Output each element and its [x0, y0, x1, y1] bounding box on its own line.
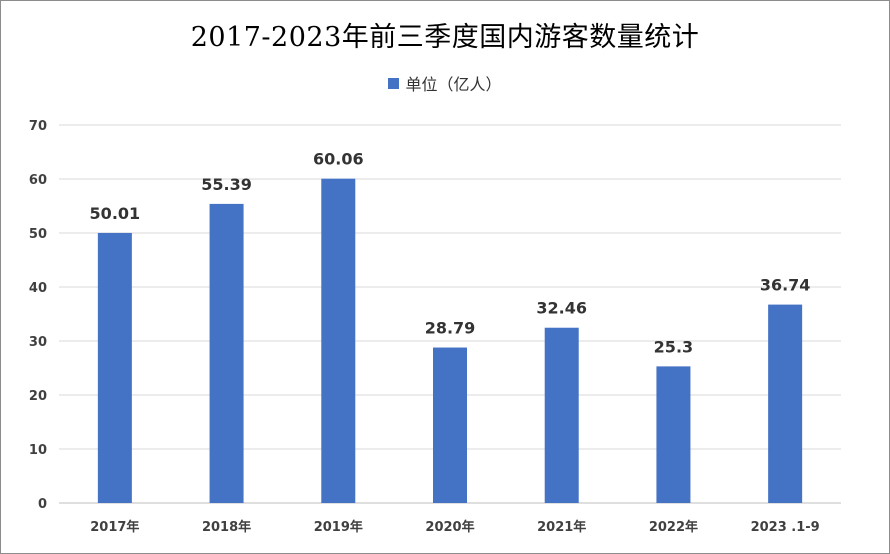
chart-title: 2017-2023年前三季度国内游客数量统计	[190, 22, 700, 53]
bar	[433, 347, 467, 503]
legend-swatch	[388, 77, 400, 89]
y-tick-label: 30	[29, 335, 47, 350]
legend: 单位（亿人）	[1, 71, 889, 95]
y-tick-label: 20	[29, 389, 47, 404]
x-tick-label: 2017年	[90, 519, 139, 535]
x-tick-label: 2018年	[202, 519, 251, 535]
y-tick-label: 10	[29, 443, 47, 458]
bar	[321, 178, 356, 503]
data-label: 50.01	[90, 204, 141, 223]
data-label: 32.46	[536, 299, 587, 318]
x-tick-label: 2023 .1-9	[751, 520, 820, 535]
y-tick-label: 0	[38, 497, 47, 512]
bar	[97, 232, 132, 504]
x-tick-label: 2021年	[537, 519, 586, 535]
bar	[656, 366, 691, 503]
data-label: 36.74	[760, 276, 811, 295]
y-tick-label: 60	[29, 173, 47, 188]
y-tick-label: 40	[29, 281, 47, 296]
bar	[768, 304, 803, 503]
y-tick-label: 70	[29, 119, 47, 134]
data-label: 25.3	[654, 337, 693, 356]
x-tick-label: 2020年	[425, 519, 474, 535]
x-tick-label: 2022年	[649, 519, 698, 535]
x-tick-label: 2019年	[314, 519, 363, 535]
data-label: 28.79	[425, 319, 476, 338]
y-tick-label: 50	[29, 227, 47, 242]
bar	[544, 327, 579, 503]
bar	[209, 203, 244, 504]
legend-label: 单位（亿人）	[405, 75, 502, 94]
data-label: 55.39	[201, 175, 252, 194]
data-label: 60.06	[313, 150, 364, 169]
